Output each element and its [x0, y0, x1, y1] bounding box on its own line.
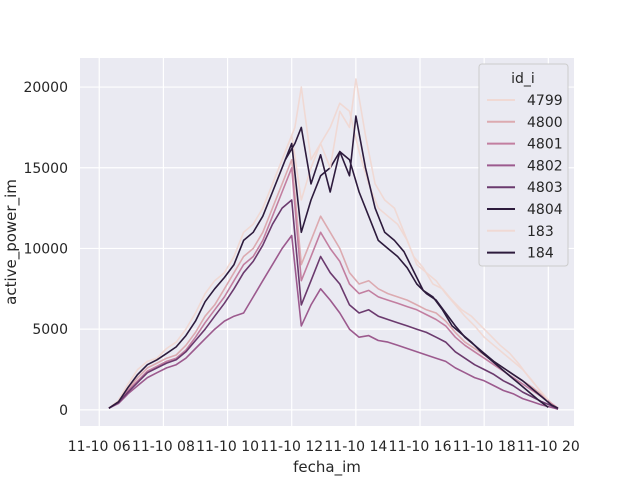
series-line-4799 — [108, 102, 559, 409]
series-line-4801 — [108, 167, 559, 409]
series-line-4804 — [108, 142, 559, 409]
y-tick-labels: 0 5000 10000 15000 20000 — [23, 80, 68, 419]
legend-title: id_i — [511, 71, 535, 87]
y-axis-label: active_power_im — [2, 179, 21, 305]
x-tick-labels: 11-10 06 11-10 08 11-10 10 11-10 12 11-10 14… — [68, 439, 580, 455]
series-line-184 — [284, 115, 549, 409]
x-tick-label: 11-10 18 — [453, 439, 516, 455]
legend-entry: 184 — [527, 246, 554, 262]
x-axis-label: fecha_im — [293, 458, 361, 477]
legend-box — [478, 63, 569, 267]
series-lines — [108, 78, 559, 410]
x-tick-label: 11-10 10 — [196, 439, 259, 455]
x-tick-label: 11-10 06 — [68, 439, 131, 455]
legend-entry: 4799 — [527, 93, 563, 109]
x-tick-label: 11-10 16 — [389, 439, 452, 455]
legend-entry: 4802 — [527, 158, 563, 174]
legend-entry: 4803 — [527, 180, 563, 196]
y-tick-label: 10000 — [23, 241, 68, 257]
x-tick-label: 11-10 14 — [324, 439, 387, 455]
legend-entry: 4804 — [527, 202, 563, 218]
x-tick-label: 11-10 08 — [132, 439, 195, 455]
y-tick-label: 5000 — [32, 322, 68, 338]
legend-entry: 4800 — [527, 115, 563, 131]
x-tick-label: 11-10 20 — [517, 439, 580, 455]
y-tick-label: 20000 — [23, 80, 68, 96]
legend: id_i 4799 4800 4801 4802 4803 4804 183 184 — [478, 63, 569, 267]
series-line-4803 — [108, 199, 559, 410]
legend-items: 4799 4800 4801 4802 4803 4804 183 184 — [487, 93, 563, 262]
series-line-4802 — [108, 234, 559, 410]
x-tick-label: 11-10 12 — [260, 439, 323, 455]
y-tick-label: 0 — [59, 403, 68, 419]
legend-entry: 183 — [527, 224, 554, 240]
legend-entry: 4801 — [527, 137, 563, 153]
series-line-183 — [284, 78, 549, 401]
y-tick-label: 15000 — [23, 161, 68, 177]
